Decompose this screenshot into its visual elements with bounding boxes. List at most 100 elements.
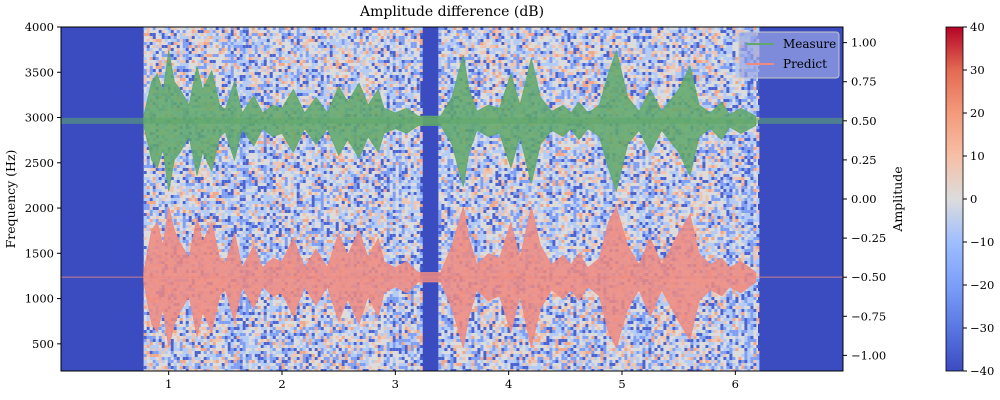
heatmap-cell bbox=[311, 54, 315, 57]
heatmap-cell bbox=[305, 90, 309, 93]
heatmap-cell bbox=[278, 231, 282, 234]
heatmap-cell bbox=[176, 48, 180, 51]
heatmap-cell bbox=[284, 27, 288, 30]
heatmap-cell bbox=[230, 363, 234, 366]
heatmap-cell bbox=[203, 348, 207, 351]
heatmap-cell bbox=[284, 201, 288, 204]
heatmap-cell bbox=[188, 36, 192, 39]
heatmap-cell bbox=[152, 72, 156, 75]
heatmap-cell bbox=[266, 198, 270, 201]
heatmap-cell bbox=[215, 192, 219, 195]
heatmap-cell bbox=[227, 162, 231, 165]
heatmap-cell bbox=[260, 336, 264, 339]
heatmap-cell bbox=[239, 219, 243, 222]
heatmap-cell bbox=[311, 90, 315, 93]
heatmap-cell bbox=[272, 225, 276, 228]
heatmap-cell bbox=[293, 63, 297, 66]
heatmap-cell bbox=[317, 333, 321, 336]
heatmap-cell bbox=[314, 228, 318, 231]
heatmap-cell bbox=[272, 246, 276, 249]
heatmap-cell bbox=[299, 243, 303, 246]
heatmap-cell bbox=[146, 330, 150, 333]
heatmap-cell bbox=[206, 30, 210, 33]
heatmap-cell bbox=[206, 333, 210, 336]
heatmap-cell bbox=[188, 159, 192, 162]
heatmap-cell bbox=[263, 60, 267, 63]
heatmap-cell bbox=[251, 78, 255, 81]
heatmap-cell bbox=[149, 42, 153, 45]
heatmap-cell bbox=[311, 300, 315, 303]
heatmap-cell bbox=[260, 39, 264, 42]
heatmap-cell bbox=[257, 96, 261, 99]
heatmap-cell bbox=[155, 351, 159, 354]
heatmap-cell bbox=[185, 369, 189, 371]
heatmap-cell bbox=[239, 96, 243, 99]
heatmap-cell bbox=[209, 351, 213, 354]
heatmap-cell bbox=[242, 309, 246, 312]
heatmap-cell bbox=[254, 204, 258, 207]
heatmap-cell bbox=[302, 78, 306, 81]
heatmap-cell bbox=[212, 213, 216, 216]
heatmap-cell bbox=[218, 306, 222, 309]
heatmap-cell bbox=[221, 195, 225, 198]
heatmap-cell bbox=[236, 165, 240, 168]
heatmap-cell bbox=[233, 339, 237, 342]
heatmap-cell bbox=[152, 345, 156, 348]
heatmap-cell bbox=[296, 216, 300, 219]
heatmap-cell bbox=[299, 165, 303, 168]
heatmap-cell bbox=[308, 54, 312, 57]
heatmap-cell bbox=[254, 318, 258, 321]
heatmap-cell bbox=[263, 27, 267, 30]
heatmap-cell bbox=[299, 210, 303, 213]
heatmap-cell bbox=[293, 168, 297, 171]
heatmap-cell bbox=[278, 366, 282, 369]
heatmap-cell bbox=[158, 324, 162, 327]
heatmap-cell bbox=[242, 183, 246, 186]
heatmap-cell bbox=[305, 75, 309, 78]
heatmap-cell bbox=[251, 351, 255, 354]
heatmap-cell bbox=[293, 351, 297, 354]
heatmap-cell bbox=[143, 351, 147, 354]
heatmap-cell bbox=[230, 168, 234, 171]
heatmap-cell bbox=[293, 45, 297, 48]
heatmap-cell bbox=[293, 78, 297, 81]
heatmap-cell bbox=[242, 165, 246, 168]
heatmap-cell bbox=[236, 336, 240, 339]
heatmap-cell bbox=[281, 93, 285, 96]
heatmap-cell bbox=[239, 81, 243, 84]
heatmap-cell bbox=[281, 39, 285, 42]
heatmap-cell bbox=[296, 309, 300, 312]
heatmap-cell bbox=[224, 150, 228, 153]
heatmap-cell bbox=[188, 81, 192, 84]
heatmap-cell bbox=[266, 303, 270, 306]
heatmap-cell bbox=[317, 39, 321, 42]
heatmap-cell bbox=[263, 168, 267, 171]
heatmap-cell bbox=[182, 345, 186, 348]
heatmap-cell bbox=[158, 360, 162, 363]
heatmap-cell bbox=[278, 315, 282, 318]
heatmap-cell bbox=[182, 237, 186, 240]
heatmap-cell bbox=[146, 228, 150, 231]
heatmap-cell bbox=[266, 87, 270, 90]
heatmap-cell bbox=[254, 48, 258, 51]
heatmap-cell bbox=[242, 243, 246, 246]
heatmap-cell bbox=[221, 366, 225, 369]
heatmap-cell bbox=[305, 102, 309, 105]
heatmap-cell bbox=[305, 201, 309, 204]
heatmap-cell bbox=[188, 174, 192, 177]
heatmap-cell bbox=[245, 144, 249, 147]
heatmap-cell bbox=[194, 201, 198, 204]
heatmap-cell bbox=[299, 231, 303, 234]
heatmap-cell bbox=[158, 192, 162, 195]
heatmap-cell bbox=[221, 336, 225, 339]
heatmap-cell bbox=[302, 369, 306, 371]
heatmap-cell bbox=[221, 72, 225, 75]
heatmap-cell bbox=[242, 237, 246, 240]
heatmap-cell bbox=[257, 225, 261, 228]
heatmap-cell bbox=[182, 351, 186, 354]
heatmap-cell bbox=[269, 72, 273, 75]
heatmap-cell bbox=[284, 75, 288, 78]
heatmap-cell bbox=[173, 222, 177, 225]
heatmap-cell bbox=[146, 30, 150, 33]
heatmap-cell bbox=[290, 198, 294, 201]
